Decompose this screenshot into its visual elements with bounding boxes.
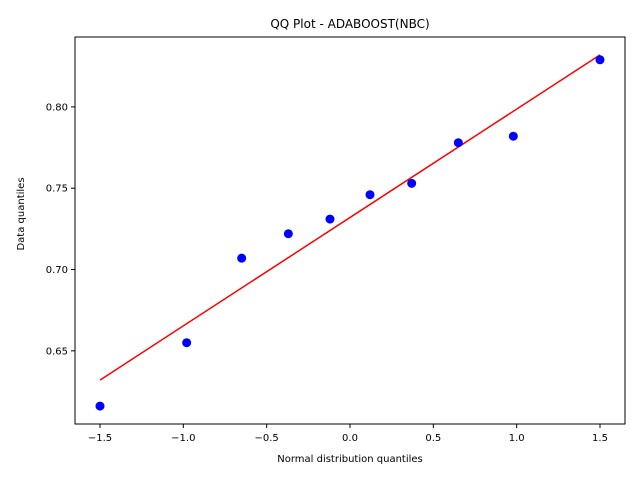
y-tick-label: 0.75 bbox=[46, 184, 68, 195]
data-point bbox=[407, 178, 417, 188]
data-point bbox=[453, 138, 463, 148]
y-tick-label: 0.65 bbox=[46, 346, 68, 357]
plot-marks bbox=[95, 54, 605, 411]
x-tick-label: −0.5 bbox=[255, 433, 279, 444]
data-point bbox=[508, 131, 518, 141]
data-point bbox=[95, 401, 105, 411]
x-tick-label: 1.5 bbox=[592, 433, 608, 444]
y-axis-title: Data quantiles bbox=[16, 177, 27, 250]
data-point bbox=[365, 190, 375, 200]
data-point bbox=[595, 55, 605, 65]
x-axis-ticks: −1.5 −1.0 −0.5 0.0 0.5 1.0 1.5 bbox=[88, 424, 608, 444]
data-point bbox=[325, 214, 335, 224]
y-tick-label: 0.80 bbox=[46, 102, 68, 113]
data-point bbox=[283, 229, 293, 239]
x-axis-title: Normal distribution quantiles bbox=[277, 454, 423, 465]
y-tick-label: 0.70 bbox=[46, 265, 68, 276]
x-tick-label: −1.0 bbox=[171, 433, 195, 444]
reference-line bbox=[99, 54, 601, 381]
x-tick-label: 0.5 bbox=[425, 433, 441, 444]
y-axis-ticks: 0.65 0.70 0.75 0.80 bbox=[46, 102, 75, 357]
data-point bbox=[182, 338, 192, 348]
x-tick-label: 0.0 bbox=[342, 433, 358, 444]
chart-title: QQ Plot - ADABOOST(NBC) bbox=[270, 17, 429, 31]
x-tick-label: −1.5 bbox=[88, 433, 112, 444]
data-point bbox=[237, 253, 247, 263]
x-tick-label: 1.0 bbox=[509, 433, 525, 444]
